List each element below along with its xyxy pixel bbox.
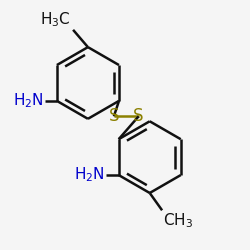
Text: H$_3$C: H$_3$C: [40, 10, 70, 29]
Text: CH$_3$: CH$_3$: [163, 212, 194, 230]
Text: H$_2$N: H$_2$N: [74, 166, 105, 184]
Text: H$_2$N: H$_2$N: [12, 92, 43, 110]
Text: S: S: [108, 107, 119, 125]
Text: S: S: [133, 107, 144, 125]
